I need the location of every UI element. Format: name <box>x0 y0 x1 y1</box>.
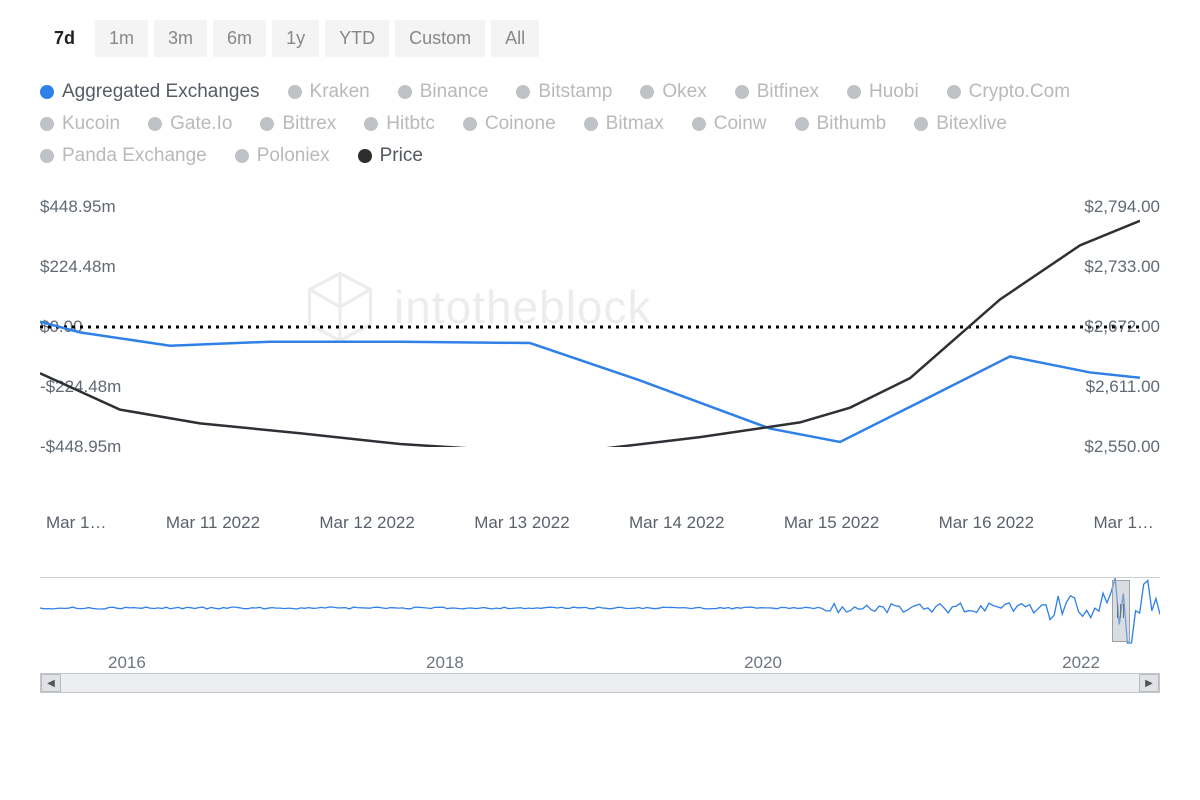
legend-dot-icon <box>364 117 378 131</box>
x-tick-label: Mar 13 2022 <box>474 513 569 533</box>
legend-dot-icon <box>40 85 54 99</box>
legend-dot-icon <box>260 117 274 131</box>
legend-label: Bitexlive <box>936 113 1007 135</box>
legend-item-poloniex[interactable]: Poloniex <box>235 145 330 167</box>
legend-item-huobi[interactable]: Huobi <box>847 81 919 103</box>
legend-label: Poloniex <box>257 145 330 167</box>
legend-label: Bitmax <box>606 113 664 135</box>
time-tab-1y[interactable]: 1y <box>272 20 319 57</box>
x-tick-label: Mar 16 2022 <box>939 513 1034 533</box>
legend-dot-icon <box>40 149 54 163</box>
legend-item-coinw[interactable]: Coinw <box>692 113 767 135</box>
legend-item-bitstamp[interactable]: Bitstamp <box>516 81 612 103</box>
legend-dot-icon <box>235 149 249 163</box>
minimap-year-label: 2018 <box>426 653 464 673</box>
legend-dot-icon <box>40 117 54 131</box>
minimap-handle[interactable] <box>1112 580 1130 642</box>
legend-item-bitexlive[interactable]: Bitexlive <box>914 113 1007 135</box>
legend-item-binance[interactable]: Binance <box>398 81 489 103</box>
legend: Aggregated Exchanges Kraken Binance Bitstam… <box>40 81 1160 167</box>
legend-item-kraken[interactable]: Kraken <box>288 81 370 103</box>
legend-item-gate-io[interactable]: Gate.Io <box>148 113 232 135</box>
legend-item-kucoin[interactable]: Kucoin <box>40 113 120 135</box>
time-tab-6m[interactable]: 6m <box>213 20 266 57</box>
main-chart: intotheblock $448.95m$224.48m$0.00-$224.… <box>40 207 1160 507</box>
time-tab-custom[interactable]: Custom <box>395 20 485 57</box>
scroll-track[interactable] <box>61 674 1139 692</box>
legend-item-bittrex[interactable]: Bittrex <box>260 113 336 135</box>
minimap-plot[interactable] <box>40 578 1160 648</box>
y-tick-label: $2,550.00 <box>1050 437 1160 457</box>
minimap-year-label: 2022 <box>1062 653 1100 673</box>
legend-label: Coinw <box>714 113 767 135</box>
minimap-year-label: 2020 <box>744 653 782 673</box>
legend-item-hitbtc[interactable]: Hitbtc <box>364 113 435 135</box>
y-tick-label: $2,733.00 <box>1050 257 1160 277</box>
legend-dot-icon <box>847 85 861 99</box>
legend-label: Aggregated Exchanges <box>62 81 260 103</box>
legend-dot-icon <box>584 117 598 131</box>
y-tick-label: $2,672.00 <box>1050 317 1160 337</box>
time-range-tabs: 7d1m3m6m1yYTDCustomAll <box>40 20 1160 57</box>
y-tick-label: $2,611.00 <box>1050 377 1160 397</box>
legend-item-panda-exchange[interactable]: Panda Exchange <box>40 145 207 167</box>
minimap: 2016201820202022 ◀ ▶ <box>40 577 1160 687</box>
x-tick-label: Mar 15 2022 <box>784 513 879 533</box>
x-tick-label: Mar 11 2022 <box>166 513 260 533</box>
legend-item-aggregated-exchanges[interactable]: Aggregated Exchanges <box>40 81 260 103</box>
plot-area[interactable] <box>40 207 1140 447</box>
x-axis-labels: Mar 1… Mar 11 2022 Mar 12 2022 Mar 13 2022 M… <box>40 513 1160 533</box>
legend-label: Hitbtc <box>386 113 435 135</box>
minimap-year-labels: 2016 2018 2020 2022 <box>40 653 1160 673</box>
legend-item-bitmax[interactable]: Bitmax <box>584 113 664 135</box>
legend-dot-icon <box>398 85 412 99</box>
y-tick-label: $2,794.00 <box>1050 197 1160 217</box>
x-tick-label: Mar 12 2022 <box>319 513 414 533</box>
legend-dot-icon <box>288 85 302 99</box>
x-tick-label: Mar 1… <box>1093 513 1153 533</box>
legend-item-okex[interactable]: Okex <box>640 81 706 103</box>
legend-label: Kraken <box>310 81 370 103</box>
legend-label: Panda Exchange <box>62 145 207 167</box>
legend-item-bitfinex[interactable]: Bitfinex <box>735 81 819 103</box>
legend-label: Kucoin <box>62 113 120 135</box>
legend-label: Bitstamp <box>538 81 612 103</box>
legend-dot-icon <box>914 117 928 131</box>
legend-label: Coinone <box>485 113 556 135</box>
legend-dot-icon <box>516 85 530 99</box>
legend-label: Huobi <box>869 81 919 103</box>
legend-label: Bitfinex <box>757 81 819 103</box>
time-tab-1m[interactable]: 1m <box>95 20 148 57</box>
legend-dot-icon <box>358 149 372 163</box>
x-tick-label: Mar 1… <box>46 513 106 533</box>
legend-label: Okex <box>662 81 706 103</box>
time-tab-ytd[interactable]: YTD <box>325 20 389 57</box>
legend-item-price[interactable]: Price <box>358 145 423 167</box>
time-tab-3m[interactable]: 3m <box>154 20 207 57</box>
legend-dot-icon <box>735 85 749 99</box>
legend-label: Binance <box>420 81 489 103</box>
legend-label: Crypto.Com <box>969 81 1070 103</box>
legend-item-crypto-com[interactable]: Crypto.Com <box>947 81 1070 103</box>
legend-label: Price <box>380 145 423 167</box>
time-tab-all[interactable]: All <box>491 20 539 57</box>
x-tick-label: Mar 14 2022 <box>629 513 724 533</box>
time-tab-7d[interactable]: 7d <box>40 20 89 57</box>
legend-dot-icon <box>947 85 961 99</box>
legend-label: Bittrex <box>282 113 336 135</box>
legend-item-bithumb[interactable]: Bithumb <box>795 113 887 135</box>
legend-label: Bithumb <box>817 113 887 135</box>
legend-dot-icon <box>148 117 162 131</box>
minimap-scrollbar: ◀ ▶ <box>40 673 1160 693</box>
legend-item-coinone[interactable]: Coinone <box>463 113 556 135</box>
legend-dot-icon <box>640 85 654 99</box>
legend-dot-icon <box>795 117 809 131</box>
scroll-left-button[interactable]: ◀ <box>41 674 61 692</box>
legend-dot-icon <box>463 117 477 131</box>
minimap-year-label: 2016 <box>108 653 146 673</box>
legend-dot-icon <box>692 117 706 131</box>
scroll-right-button[interactable]: ▶ <box>1139 674 1159 692</box>
legend-label: Gate.Io <box>170 113 232 135</box>
